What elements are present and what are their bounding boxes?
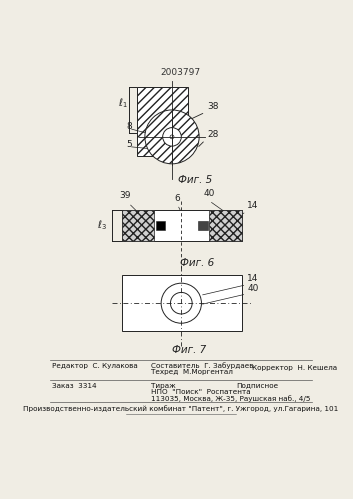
Text: НПО  "Поиск"  Роспатента: НПО "Поиск" Роспатента bbox=[151, 389, 251, 395]
Text: 40: 40 bbox=[247, 284, 258, 293]
Text: $\ell_1$: $\ell_1$ bbox=[118, 96, 127, 110]
Text: 14: 14 bbox=[247, 274, 258, 283]
Text: Фиг. 7: Фиг. 7 bbox=[172, 345, 206, 355]
Circle shape bbox=[145, 110, 199, 164]
Text: 38: 38 bbox=[207, 102, 219, 111]
Bar bbox=[156, 221, 165, 230]
Circle shape bbox=[161, 283, 202, 323]
Bar bbox=[122, 210, 242, 241]
Bar bbox=[209, 210, 242, 241]
Text: Составитель  Г. Забурдаев: Составитель Г. Забурдаев bbox=[151, 362, 253, 369]
Text: 8: 8 bbox=[126, 122, 132, 131]
Text: Фиг. 6: Фиг. 6 bbox=[180, 258, 214, 268]
Polygon shape bbox=[137, 87, 187, 156]
Text: Тираж: Тираж bbox=[151, 383, 176, 389]
Text: Техред  М.Моргентал: Техред М.Моргентал bbox=[151, 369, 233, 375]
Bar bbox=[122, 210, 154, 241]
Bar bbox=[198, 221, 208, 230]
Text: 39: 39 bbox=[119, 192, 131, 201]
Text: Заказ  3314: Заказ 3314 bbox=[52, 383, 96, 389]
Text: 14: 14 bbox=[247, 202, 258, 211]
Text: 2003797: 2003797 bbox=[161, 67, 201, 76]
Text: 40: 40 bbox=[204, 189, 215, 198]
Bar bbox=[122, 275, 242, 331]
Text: 6: 6 bbox=[174, 194, 180, 203]
Circle shape bbox=[163, 128, 181, 146]
Text: Редактор  С. Кулакова: Редактор С. Кулакова bbox=[52, 363, 138, 369]
Text: 28: 28 bbox=[207, 130, 218, 139]
Text: Корректор  Н. Кешела: Корректор Н. Кешела bbox=[252, 365, 337, 371]
Text: 5: 5 bbox=[126, 140, 132, 149]
Text: Подписное: Подписное bbox=[236, 383, 279, 389]
Circle shape bbox=[170, 135, 174, 139]
Text: Фиг. 5: Фиг. 5 bbox=[178, 175, 213, 186]
Text: Производственно-издательский комбинат "Патент", г. Ужгород, ул.Гагарина, 101: Производственно-издательский комбинат "П… bbox=[23, 405, 338, 412]
Circle shape bbox=[170, 292, 192, 314]
Text: $\ell_3$: $\ell_3$ bbox=[97, 218, 107, 232]
Text: 113035, Москва, Ж-35, Раушская наб., 4/5: 113035, Москва, Ж-35, Раушская наб., 4/5 bbox=[151, 396, 311, 402]
